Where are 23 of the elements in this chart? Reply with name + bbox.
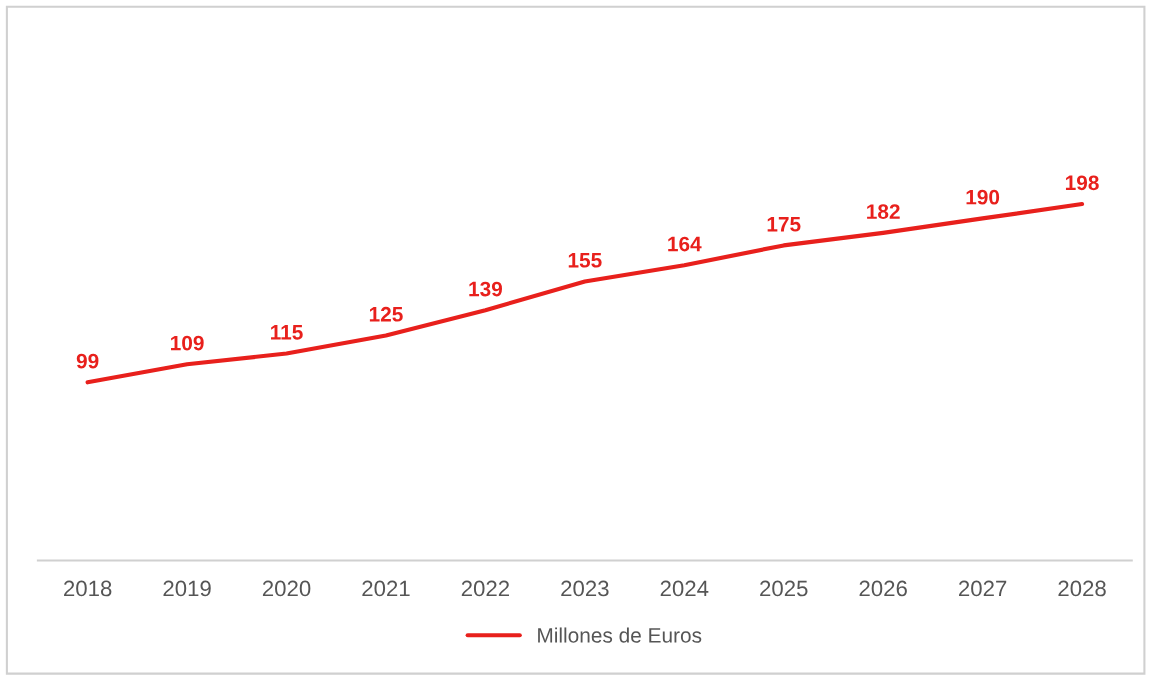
data-label: 99 xyxy=(76,353,99,369)
x-tick-label: 2027 xyxy=(959,580,1007,597)
data-label: 125 xyxy=(369,306,403,322)
x-tick-label: 2028 xyxy=(1058,580,1106,597)
data-label: 198 xyxy=(1065,175,1099,191)
x-tick-label: 2024 xyxy=(660,580,709,597)
data-label: 139 xyxy=(469,281,503,297)
x-tick-label: 2018 xyxy=(64,580,112,597)
data-label: 175 xyxy=(767,217,801,232)
x-tick-label: 2025 xyxy=(760,580,808,597)
x-tick-label: 2022 xyxy=(461,580,509,597)
data-label: 182 xyxy=(867,204,900,219)
x-tick-label: 2021 xyxy=(362,580,410,597)
data-label: 115 xyxy=(271,325,303,340)
legend-label: Millones de Euros xyxy=(538,627,702,643)
data-label: 190 xyxy=(966,189,1000,205)
data-label: 109 xyxy=(171,335,204,351)
x-tick-label: 2019 xyxy=(163,580,211,597)
x-tick-label: 2023 xyxy=(561,580,609,597)
data-label: 155 xyxy=(568,253,602,268)
x-tick-label: 2026 xyxy=(859,580,907,597)
x-tick-label: 2020 xyxy=(262,580,311,597)
data-label: 164 xyxy=(668,236,702,252)
